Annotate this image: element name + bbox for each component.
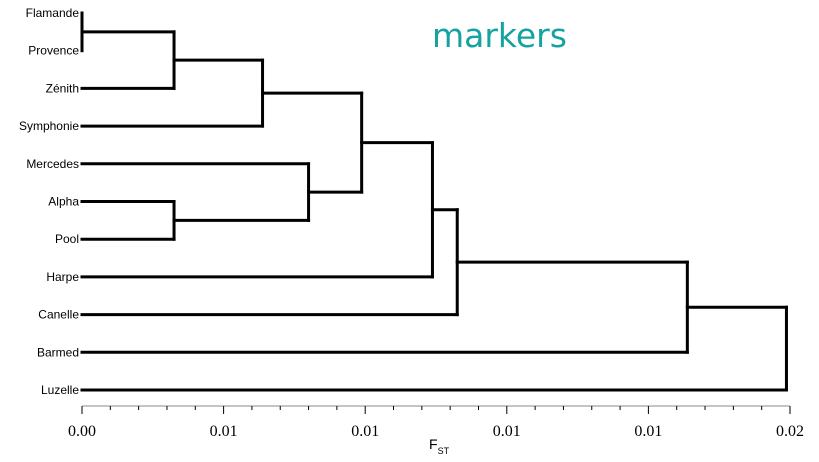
leaf-label: Provence [28, 44, 79, 58]
chart-title: markers [432, 16, 567, 55]
leaf-label: Alpha [48, 195, 79, 209]
x-axis: 0.00 0.01 0.01 0.01 0.01 0.02 [68, 405, 804, 440]
x-axis-title-subscript: ST [438, 446, 450, 456]
leaf-label: Pool [55, 232, 79, 246]
leaf-label: Luzelle [41, 383, 79, 397]
x-axis-tick-label: 0.01 [493, 423, 521, 440]
leaf-label: Symphonie [19, 119, 79, 133]
x-axis-title: FST [429, 436, 450, 456]
x-axis-tick-label: 0.01 [210, 423, 238, 440]
leaf-label: Mercedes [26, 157, 79, 171]
leaf-label: Flamande [26, 6, 80, 20]
leaf-label: Canelle [38, 308, 79, 322]
leaf-label: Zénith [46, 81, 79, 95]
leaf-label: Harpe [46, 270, 79, 284]
dendrogram-branches [80, 11, 788, 392]
leaf-labels: Flamande Provence Zénith Symphonie Mercedes A… [19, 6, 79, 397]
x-axis-title-main: F [429, 436, 438, 452]
x-axis-tick-label: 0.00 [68, 423, 96, 440]
leaf-label: Barmed [37, 345, 79, 359]
x-axis-tick-label: 0.01 [634, 423, 662, 440]
x-axis-tick-label: 0.02 [776, 423, 804, 440]
x-axis-tick-label: 0.01 [351, 423, 379, 440]
